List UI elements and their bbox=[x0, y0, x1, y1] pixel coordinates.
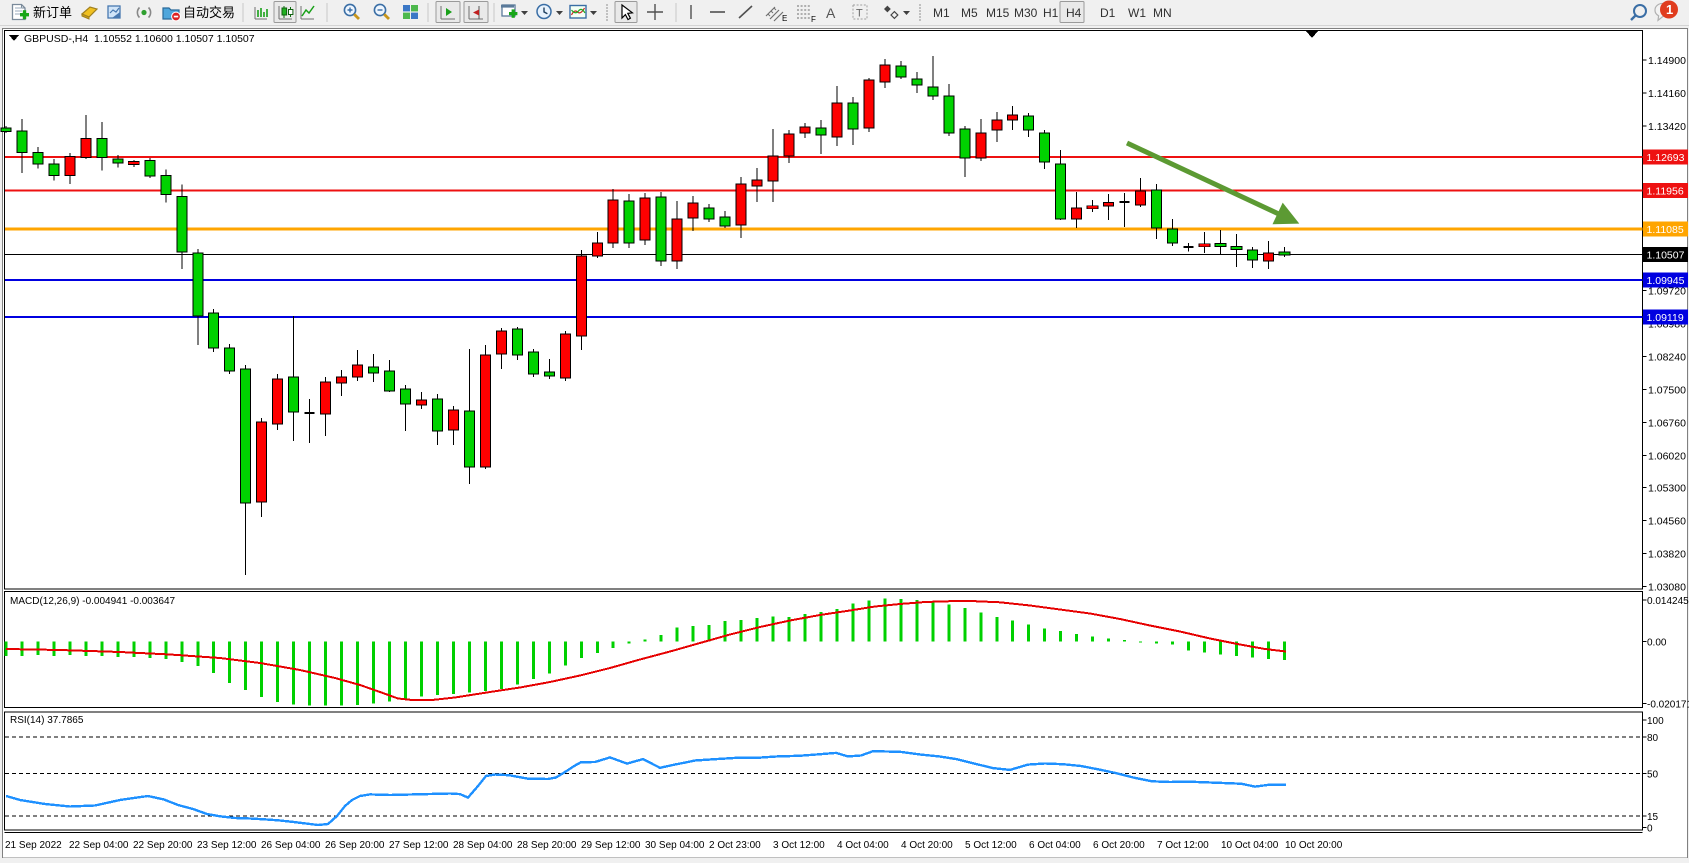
svg-text:7 Oct 12:00: 7 Oct 12:00 bbox=[1157, 840, 1209, 851]
svg-text:30 Sep 04:00: 30 Sep 04:00 bbox=[645, 840, 705, 851]
svg-text:1.03080: 1.03080 bbox=[1648, 582, 1686, 594]
svg-text:W1: W1 bbox=[1128, 6, 1146, 20]
svg-text:4 Oct 04:00: 4 Oct 04:00 bbox=[837, 840, 889, 851]
svg-text:RSI(14) 37.7865: RSI(14) 37.7865 bbox=[10, 715, 84, 726]
svg-text:E: E bbox=[782, 14, 787, 23]
svg-text:80: 80 bbox=[1647, 733, 1659, 744]
svg-text:H1: H1 bbox=[1043, 6, 1059, 20]
svg-text:28 Sep 20:00: 28 Sep 20:00 bbox=[517, 840, 577, 851]
svg-text:1.07500: 1.07500 bbox=[1648, 385, 1686, 397]
svg-text:M15: M15 bbox=[986, 6, 1010, 20]
svg-text:50: 50 bbox=[1647, 770, 1659, 781]
svg-text:3 Oct 12:00: 3 Oct 12:00 bbox=[773, 840, 825, 851]
svg-text:2 Oct 23:00: 2 Oct 23:00 bbox=[709, 840, 761, 851]
svg-text:1.11956: 1.11956 bbox=[1647, 186, 1684, 198]
svg-text:1.09720: 1.09720 bbox=[1648, 286, 1686, 298]
svg-text:MACD(12,26,9) -0.004941 -0.003: MACD(12,26,9) -0.004941 -0.003647 bbox=[10, 596, 176, 607]
svg-text:1.13420: 1.13420 bbox=[1648, 121, 1686, 133]
svg-text:1.08240: 1.08240 bbox=[1648, 352, 1686, 364]
svg-text:-0.020171: -0.020171 bbox=[1647, 700, 1689, 711]
svg-text:D1: D1 bbox=[1100, 6, 1116, 20]
svg-text:0: 0 bbox=[1647, 824, 1653, 835]
svg-text:自动交易: 自动交易 bbox=[183, 5, 235, 20]
svg-text:M5: M5 bbox=[961, 6, 978, 20]
svg-text:GBPUSD-,H4 1.10552 1.10600 1.: GBPUSD-,H4 1.10552 1.10600 1.10507 1.105… bbox=[24, 33, 255, 45]
svg-text:15: 15 bbox=[1647, 812, 1659, 823]
svg-text:H4: H4 bbox=[1066, 6, 1082, 20]
svg-text:26 Sep 04:00: 26 Sep 04:00 bbox=[261, 840, 321, 851]
svg-text:1.10507: 1.10507 bbox=[1647, 250, 1685, 262]
svg-text:1.06020: 1.06020 bbox=[1648, 451, 1686, 463]
svg-text:21 Sep 2022: 21 Sep 2022 bbox=[5, 840, 62, 851]
svg-text:6 Oct 20:00: 6 Oct 20:00 bbox=[1093, 840, 1145, 851]
svg-text:A: A bbox=[826, 5, 836, 21]
svg-text:1.03820: 1.03820 bbox=[1648, 549, 1686, 561]
svg-text:1.05300: 1.05300 bbox=[1648, 483, 1686, 495]
svg-text:M1: M1 bbox=[933, 6, 950, 20]
svg-text:22 Sep 20:00: 22 Sep 20:00 bbox=[133, 840, 193, 851]
svg-text:23 Sep 12:00: 23 Sep 12:00 bbox=[197, 840, 257, 851]
svg-text:29 Sep 12:00: 29 Sep 12:00 bbox=[581, 840, 641, 851]
svg-text:5 Oct 12:00: 5 Oct 12:00 bbox=[965, 840, 1017, 851]
svg-text:1.06760: 1.06760 bbox=[1648, 418, 1686, 430]
svg-text:0.00: 0.00 bbox=[1647, 638, 1667, 649]
svg-text:F: F bbox=[811, 15, 816, 24]
svg-text:1.11085: 1.11085 bbox=[1647, 224, 1684, 236]
svg-text:6 Oct 04:00: 6 Oct 04:00 bbox=[1029, 840, 1081, 851]
svg-text:1.14160: 1.14160 bbox=[1648, 88, 1686, 100]
svg-text:1.04560: 1.04560 bbox=[1648, 516, 1686, 528]
svg-text:1.14900: 1.14900 bbox=[1648, 55, 1686, 67]
svg-text:27 Sep 12:00: 27 Sep 12:00 bbox=[389, 840, 449, 851]
svg-text:28 Sep 04:00: 28 Sep 04:00 bbox=[453, 840, 513, 851]
svg-text:0.014245: 0.014245 bbox=[1647, 596, 1689, 607]
svg-text:1.09119: 1.09119 bbox=[1647, 312, 1684, 324]
svg-text:22 Sep 04:00: 22 Sep 04:00 bbox=[69, 840, 129, 851]
svg-text:10 Oct 20:00: 10 Oct 20:00 bbox=[1285, 840, 1343, 851]
svg-text:10 Oct 04:00: 10 Oct 04:00 bbox=[1221, 840, 1279, 851]
svg-text:新订单: 新订单 bbox=[33, 5, 72, 20]
svg-text:1.12693: 1.12693 bbox=[1647, 152, 1685, 164]
svg-text:M30: M30 bbox=[1014, 6, 1038, 20]
svg-text:T: T bbox=[856, 8, 863, 20]
svg-text:4 Oct 20:00: 4 Oct 20:00 bbox=[901, 840, 953, 851]
svg-text:1.09945: 1.09945 bbox=[1647, 275, 1685, 287]
svg-text:MN: MN bbox=[1153, 6, 1172, 20]
svg-text:1: 1 bbox=[1666, 2, 1673, 17]
svg-text:26 Sep 20:00: 26 Sep 20:00 bbox=[325, 840, 385, 851]
svg-text:100: 100 bbox=[1647, 716, 1664, 727]
